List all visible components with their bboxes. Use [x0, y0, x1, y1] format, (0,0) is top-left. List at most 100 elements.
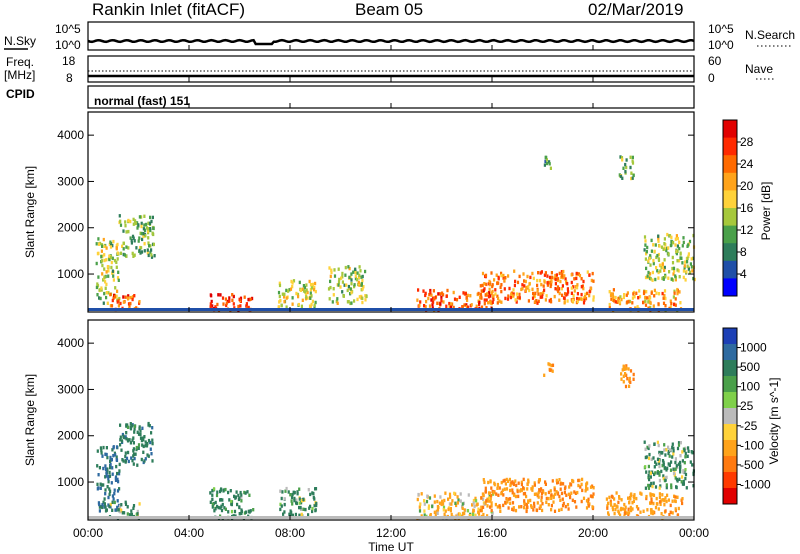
- data-cell-5-437: [450, 512, 453, 517]
- data-cell-9-981: [667, 252, 670, 256]
- data-cell-8-871: [673, 291, 676, 295]
- data-cell-4-373: [298, 501, 301, 505]
- data-cell-3-269: [238, 297, 241, 302]
- data-cell-3-243: [251, 296, 254, 301]
- data-cell-7-819: [655, 502, 658, 506]
- data-cell-8-876: [622, 295, 625, 300]
- data-cell-4-341: [314, 289, 317, 294]
- data-cell-5-476: [457, 512, 460, 516]
- data-cell-3-286: [211, 502, 214, 506]
- data-cell-7-829: [624, 505, 627, 509]
- data-cell-1-163: [131, 234, 135, 239]
- data-cell-8-843: [669, 305, 672, 309]
- data-cell-0-56: [115, 458, 118, 462]
- data-cell-5-394: [359, 269, 362, 273]
- data-cell-7-627: [487, 295, 491, 299]
- data-cell-1-179: [148, 227, 152, 231]
- data-cell-9-983: [649, 263, 652, 267]
- data-cell-5-393: [361, 279, 364, 283]
- data-cell-6-711: [591, 494, 594, 499]
- data-cell-1-127: [149, 215, 152, 220]
- data-cell-1-117: [144, 444, 147, 448]
- data-cell-0-4: [114, 286, 117, 290]
- data-cell-8-1048: [658, 486, 661, 490]
- data-cell-5-401: [350, 272, 353, 276]
- data-cell-10-1072: [628, 376, 631, 381]
- data-cell-5-461: [444, 509, 447, 513]
- data-cell-10-1065: [549, 166, 552, 170]
- data-cell-8-1024: [656, 471, 659, 475]
- data-cell-0-85: [116, 251, 119, 255]
- data-cell-6-664: [589, 494, 592, 498]
- data-cell-6-671: [568, 485, 571, 489]
- data-cell-8-840: [636, 305, 639, 309]
- data-cell-6-684: [550, 508, 553, 512]
- data-cell-1-131: [140, 438, 143, 443]
- data-cell-9-1032: [686, 264, 689, 268]
- data-cell-4-329: [283, 502, 286, 507]
- data-cell-7-708: [570, 286, 573, 290]
- data-cell-7-785: [575, 276, 578, 281]
- data-cell-0-24: [116, 276, 120, 280]
- data-cell-1-154: [143, 242, 146, 246]
- data-cell-7-787: [657, 507, 660, 511]
- data-cell-6-588: [541, 502, 544, 506]
- data-cell-7-877: [645, 494, 648, 499]
- data-cell-1-118: [149, 447, 152, 451]
- nave-tick-bottom: 0: [708, 71, 715, 85]
- data-cell-6-631: [563, 487, 567, 491]
- data-cell-9-912: [684, 260, 687, 264]
- data-cell-8-999: [676, 446, 680, 451]
- nsky-line: [87, 38, 695, 46]
- data-cell-10-1064: [545, 158, 548, 162]
- data-cell-6-459: [483, 302, 486, 306]
- nave-tick-top: 60: [708, 54, 722, 68]
- data-cell-3-315: [219, 498, 222, 502]
- data-cell-9-1006: [679, 251, 682, 255]
- data-cell-5-487: [433, 494, 436, 498]
- data-cell-3-262: [217, 293, 220, 297]
- data-cell-7-754: [592, 295, 595, 299]
- data-cell-9-972: [652, 258, 655, 263]
- time-x-axis: 00:00 04:00 08:00 12:00 16:00 20:00 00:00: [73, 45, 709, 540]
- data-cell-6-482: [428, 304, 432, 308]
- data-cell-9-939: [682, 269, 685, 273]
- data-cell-1-104: [149, 250, 152, 255]
- data-cell-2-206: [130, 512, 133, 517]
- data-cell-4-325: [309, 283, 313, 287]
- data-cell-6-695: [530, 487, 533, 491]
- data-cell-6-561: [480, 505, 483, 509]
- data-cell-0-6: [118, 472, 121, 476]
- data-cell-2-221: [113, 500, 116, 505]
- data-cell-7-723: [479, 292, 482, 297]
- data-cell-7-734: [491, 295, 494, 299]
- data-cell-9-1049: [671, 255, 674, 260]
- y-tick-label: 3000: [57, 174, 84, 188]
- date-title: 02/Mar/2019: [588, 0, 683, 19]
- data-cell-8-977: [654, 460, 657, 464]
- data-cell-8-878: [627, 300, 630, 304]
- data-cell-7-578: [566, 287, 569, 291]
- data-cell-0-20: [103, 267, 106, 271]
- data-cell-3-274: [240, 511, 243, 516]
- data-cell-5-517: [475, 499, 478, 503]
- data-cell-1-149: [129, 236, 132, 240]
- data-cell-6-543: [592, 486, 595, 490]
- data-cell-5-444: [473, 504, 476, 509]
- data-cell-5-414: [352, 270, 355, 274]
- data-cell-6-512: [490, 291, 493, 295]
- data-cell-0-17: [103, 258, 106, 263]
- data-cell-9-935: [657, 239, 660, 243]
- data-cell-7-701: [558, 298, 561, 302]
- data-cell-9-963: [663, 265, 666, 270]
- data-cell-0-78: [102, 445, 105, 450]
- data-cell-1-124: [119, 438, 122, 442]
- data-cell-8-897: [649, 296, 652, 300]
- data-cell-5-392: [433, 500, 436, 504]
- data-cell-4-318: [302, 507, 305, 511]
- data-cell-6-575: [549, 489, 552, 493]
- data-cell-7-623: [573, 277, 576, 281]
- data-cell-4-329: [312, 288, 316, 292]
- data-cell-1-195: [151, 231, 154, 236]
- data-cell-5-439: [448, 492, 452, 496]
